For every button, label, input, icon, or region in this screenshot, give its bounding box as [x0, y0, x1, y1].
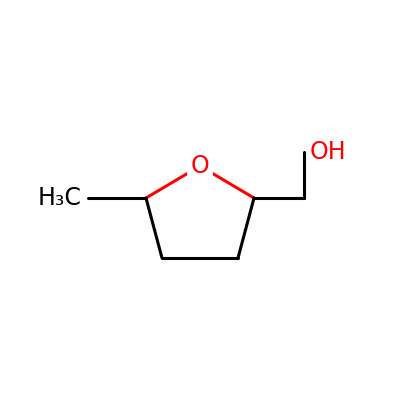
Text: O: O	[191, 154, 209, 178]
Text: H₃C: H₃C	[38, 186, 82, 210]
Text: OH: OH	[310, 140, 347, 164]
